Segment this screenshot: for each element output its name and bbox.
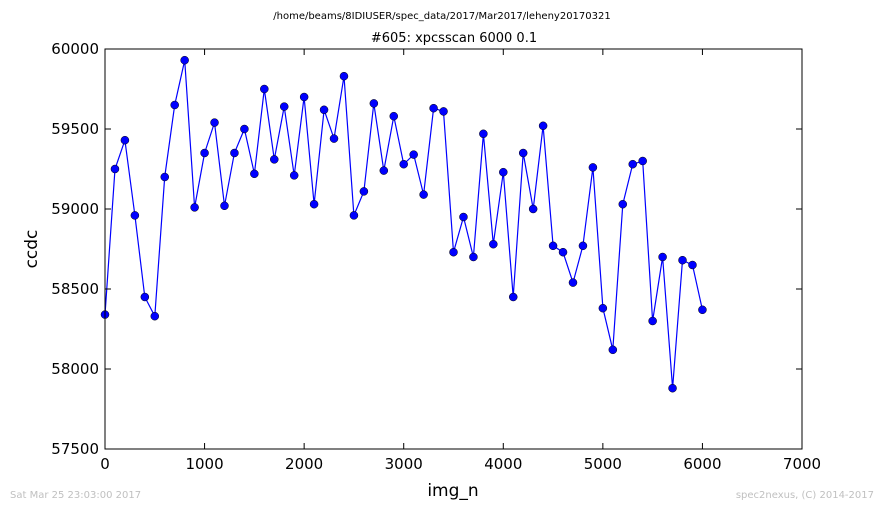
data-point xyxy=(180,55,189,65)
data-point xyxy=(110,164,120,174)
data-point xyxy=(240,124,249,134)
data-point xyxy=(309,199,319,209)
x-axis-label: img_n xyxy=(427,481,478,501)
data-point xyxy=(558,247,568,257)
data-point xyxy=(628,159,637,169)
x-tick-label: 5000 xyxy=(584,455,622,473)
y-tick-label: 59500 xyxy=(51,120,99,138)
data-point xyxy=(638,156,647,166)
data-point xyxy=(518,148,528,158)
data-point xyxy=(508,292,518,302)
data-point xyxy=(409,150,418,159)
data-point xyxy=(658,252,667,262)
x-tick-label: 2000 xyxy=(285,455,323,473)
y-tick-label: 60000 xyxy=(51,40,99,58)
y-tick-label: 58000 xyxy=(51,360,99,378)
plot-area xyxy=(100,55,707,393)
x-tick-label: 6000 xyxy=(683,455,721,473)
data-point xyxy=(479,129,488,139)
data-point xyxy=(548,241,558,251)
data-point xyxy=(489,239,498,249)
data-point xyxy=(459,212,468,222)
data-point xyxy=(349,211,359,220)
x-tick-label: 7000 xyxy=(783,455,821,473)
data-point xyxy=(568,278,578,287)
chart-title: #605: xpcsscan 6000 0.1 xyxy=(371,31,537,46)
data-point xyxy=(389,111,399,121)
data-point xyxy=(250,169,259,179)
y-axis-label: ccdc xyxy=(22,230,42,269)
data-point xyxy=(289,171,299,180)
figure-suptitle: /home/beams/8IDIUSER/spec_data/2017/Mar2… xyxy=(273,11,610,22)
data-point xyxy=(120,135,130,145)
data-point xyxy=(190,203,199,212)
data-point xyxy=(359,187,369,196)
footer-copyright: spec2nexus, (C) 2014-2017 xyxy=(736,490,874,501)
data-point xyxy=(668,383,677,393)
data-point xyxy=(469,252,478,262)
data-point xyxy=(598,303,608,313)
data-point xyxy=(419,190,428,199)
x-tick-label: 3000 xyxy=(385,455,423,473)
data-point xyxy=(210,118,219,127)
y-tick-label: 58500 xyxy=(51,280,99,298)
data-point xyxy=(230,148,239,158)
data-point xyxy=(130,211,140,220)
data-point xyxy=(399,159,408,169)
x-tick-label: 4000 xyxy=(484,455,522,473)
data-point xyxy=(220,201,229,211)
data-point xyxy=(528,204,538,214)
data-point xyxy=(369,99,379,108)
x-tick-label: 1000 xyxy=(185,455,223,473)
data-point xyxy=(578,241,588,251)
data-point xyxy=(618,199,628,209)
y-tick-label: 59000 xyxy=(51,200,99,218)
axes-frame xyxy=(104,48,803,450)
data-point xyxy=(499,167,508,177)
data-point xyxy=(429,103,438,113)
data-point xyxy=(588,163,598,172)
data-point xyxy=(160,172,169,182)
x-tick-label: 0 xyxy=(100,455,110,473)
data-point xyxy=(439,107,448,116)
data-point xyxy=(538,121,548,131)
data-point xyxy=(678,255,687,265)
data-point xyxy=(170,100,179,110)
data-point xyxy=(608,345,618,355)
data-point xyxy=(279,102,289,111)
footer-timestamp: Sat Mar 25 23:03:00 2017 xyxy=(10,490,141,501)
data-point xyxy=(339,71,349,81)
data-point xyxy=(379,166,389,175)
data-point xyxy=(648,316,657,326)
data-point xyxy=(140,292,150,302)
data-point xyxy=(688,260,697,270)
y-tick-label: 57500 xyxy=(51,440,99,458)
data-point xyxy=(329,134,339,143)
data-point xyxy=(319,105,329,115)
data-point xyxy=(299,92,309,102)
data-point xyxy=(260,84,269,94)
data-point xyxy=(150,311,160,321)
data-point xyxy=(200,148,209,158)
data-point xyxy=(270,155,279,164)
data-point xyxy=(449,247,458,257)
data-point xyxy=(698,305,707,315)
axis-ticks: 0 1000 2000 3000 4000 5000 6000 7000 57500 58000 5… xyxy=(51,40,821,473)
